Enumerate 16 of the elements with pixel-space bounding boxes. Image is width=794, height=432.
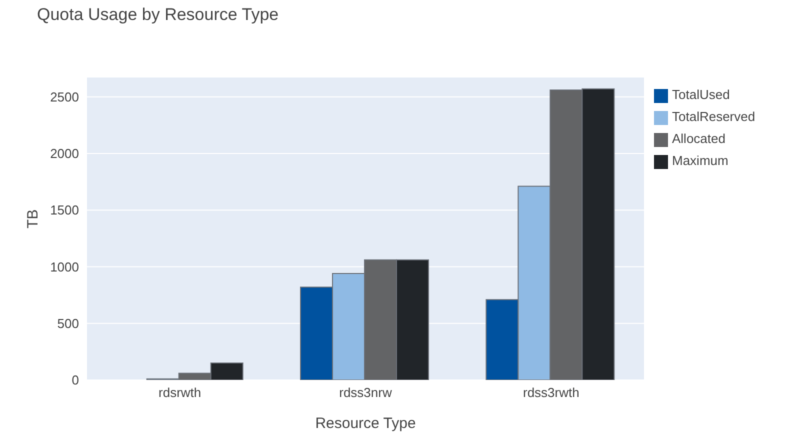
- x-tick-label: rdss3rwth: [522, 385, 580, 400]
- y-tick-label: 1500: [50, 202, 79, 218]
- legend-label: TotalUsed: [672, 87, 730, 102]
- x-tick-label: rdss3nrw: [339, 385, 392, 400]
- legend-label: Allocated: [672, 131, 726, 146]
- x-axis-title: Resource Type: [315, 415, 416, 432]
- y-tick-label: 2500: [50, 89, 79, 104]
- x-tick-label: rdsrwth: [158, 385, 202, 400]
- legend-label: TotalReserved: [672, 109, 756, 124]
- legend-label: Maximum: [672, 153, 728, 168]
- y-tick-label: 2000: [50, 146, 79, 162]
- y-tick-label: 500: [57, 316, 79, 331]
- y-axis-title: TB: [24, 209, 42, 228]
- y-tick-label: 0: [72, 372, 79, 388]
- chart-title: Quota Usage by Resource Type: [37, 5, 279, 25]
- y-tick-label: 1000: [50, 259, 79, 274]
